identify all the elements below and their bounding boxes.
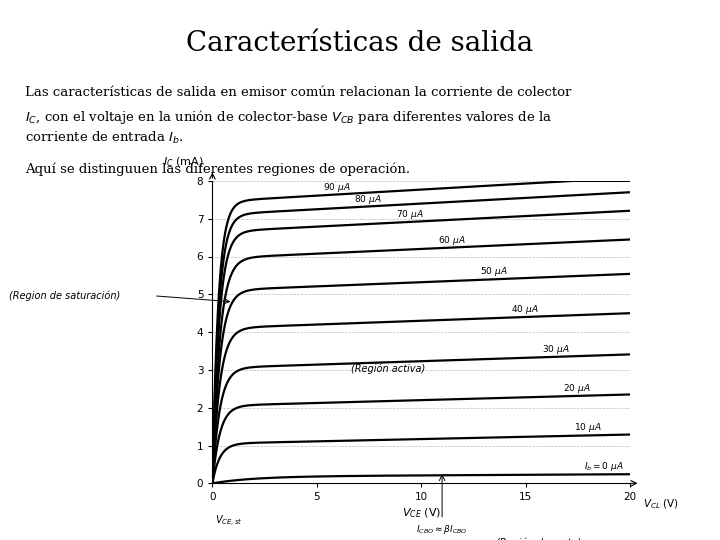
Text: $I_b = 0\ \mu A$: $I_b = 0\ \mu A$ bbox=[584, 460, 624, 472]
Text: $V_{CL}$ (V): $V_{CL}$ (V) bbox=[642, 498, 678, 511]
Text: $70\ \mu A$: $70\ \mu A$ bbox=[396, 208, 424, 221]
Text: $80\ \mu A$: $80\ \mu A$ bbox=[354, 193, 382, 206]
Y-axis label: $I_C$ (mA): $I_C$ (mA) bbox=[163, 155, 204, 169]
Text: (Región de corte): (Región de corte) bbox=[495, 538, 581, 540]
X-axis label: $V_{CE}$ (V): $V_{CE}$ (V) bbox=[402, 507, 441, 520]
Text: $60\ \mu A$: $60\ \mu A$ bbox=[438, 234, 466, 247]
Text: $10\ \mu A$: $10\ \mu A$ bbox=[574, 421, 601, 434]
Text: (Región activa): (Región activa) bbox=[351, 363, 425, 374]
Text: $30\ \mu A$: $30\ \mu A$ bbox=[542, 342, 570, 355]
Text: Aquí se distinguuen las diferentes regiones de operación.: Aquí se distinguuen las diferentes regio… bbox=[25, 162, 410, 176]
Text: $90\ \mu A$: $90\ \mu A$ bbox=[323, 181, 351, 194]
Text: (Region de saturación): (Region de saturación) bbox=[9, 291, 120, 301]
Text: $I_{CBO} \approx \beta I_{CBO}$: $I_{CBO} \approx \beta I_{CBO}$ bbox=[416, 523, 468, 536]
Text: $50\ \mu A$: $50\ \mu A$ bbox=[480, 265, 508, 278]
Text: $40\ \mu A$: $40\ \mu A$ bbox=[511, 303, 539, 316]
Text: corriente de entrada $I_b$.: corriente de entrada $I_b$. bbox=[25, 130, 184, 146]
Text: $V_{CE,st}$: $V_{CE,st}$ bbox=[215, 514, 243, 529]
Text: $I_C$, con el voltaje en la unión de colector-base $V_{CB}$ para diferentes valo: $I_C$, con el voltaje en la unión de col… bbox=[25, 108, 552, 126]
Text: Las características de salida en emisor común relacionan la corriente de colecto: Las características de salida en emisor … bbox=[25, 86, 572, 99]
Text: $20\ \mu A$: $20\ \mu A$ bbox=[563, 382, 591, 395]
Text: Características de salida: Características de salida bbox=[186, 30, 534, 57]
